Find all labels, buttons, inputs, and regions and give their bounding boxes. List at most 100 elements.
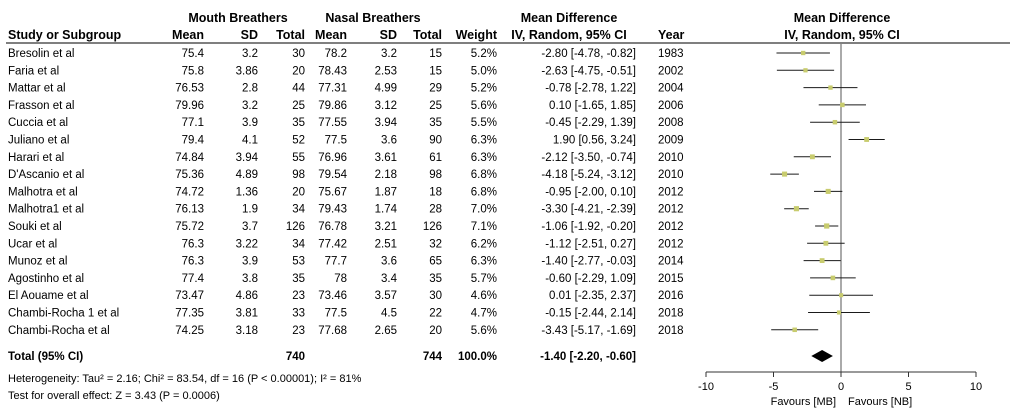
weight-cell: 4.6% xyxy=(471,290,497,302)
table-row: El Aouame et al 73.47 4.86 23 73.46 3.57 30 4.6… xyxy=(8,290,684,302)
study-name: Mattar et al xyxy=(8,83,66,95)
year-cell: 1983 xyxy=(658,48,684,60)
ci-cell: -1.12 [-2.51, 0.27] xyxy=(545,238,636,250)
mean2-cell: 79.43 xyxy=(318,204,347,216)
study-point xyxy=(828,85,833,90)
total1-cell: 33 xyxy=(292,308,305,320)
sd1-cell: 4.86 xyxy=(236,290,258,302)
sd1-cell: 3.81 xyxy=(236,308,258,320)
sd1-cell: 3.94 xyxy=(236,152,259,164)
year-cell: 2009 xyxy=(658,135,684,147)
sd2-cell: 3.2 xyxy=(381,48,397,60)
study-point xyxy=(840,102,845,108)
total1-cell: 23 xyxy=(292,325,305,337)
x-tick-label: 5 xyxy=(905,381,911,393)
ci-cell: 1.90 [0.56, 3.24] xyxy=(553,135,636,147)
ci-cell: -4.18 [-5.24, -3.12] xyxy=(541,169,636,181)
study-point xyxy=(801,50,806,56)
weight-cell: 6.3% xyxy=(471,256,497,268)
sd2-cell: 3.4 xyxy=(381,273,398,285)
header-study: Study or Subgroup xyxy=(8,28,122,42)
ci-cell: -0.45 [-2.29, 1.39] xyxy=(545,117,636,129)
sd2-cell: 3.94 xyxy=(375,117,398,129)
mean2-cell: 77.55 xyxy=(318,117,347,129)
table-row: Chambi-Rocha 1 et al 77.35 3.81 33 77.5 4.5 22… xyxy=(8,308,684,320)
sd1-cell: 1.9 xyxy=(242,204,258,216)
year-cell: 2012 xyxy=(658,186,684,198)
weight-cell: 5.5% xyxy=(471,117,497,129)
study-point xyxy=(864,137,870,142)
weight-cell: 7.0% xyxy=(471,204,497,216)
study-point xyxy=(832,119,838,125)
study-rows: Bresolin et al 75.4 3.2 30 78.2 3.2 15 5.2% -2.8… xyxy=(8,48,684,337)
study-name: Chambi-Rocha et al xyxy=(8,325,110,337)
study-name: Juliano et al xyxy=(8,135,69,147)
sd2-cell: 3.6 xyxy=(381,256,397,268)
total2-cell: 30 xyxy=(429,290,442,302)
x-tick-label: -5 xyxy=(769,381,779,393)
total-ci: -1.40 [-2.20, -0.60] xyxy=(540,351,636,363)
total2-cell: 15 xyxy=(429,48,442,60)
total2-cell: 126 xyxy=(423,221,442,233)
header-mouth-breathers: Mouth Breathers xyxy=(188,11,287,25)
table-row: Agostinho et al 77.4 3.8 35 78 3.4 35 5.7% -0.60… xyxy=(8,273,684,285)
x-tick-label: -10 xyxy=(698,381,714,393)
study-name: Faria et al xyxy=(8,65,59,77)
sd1-cell: 3.2 xyxy=(242,100,258,112)
mean1-cell: 77.1 xyxy=(182,117,204,129)
study-point xyxy=(824,223,830,229)
study-name: Munoz et al xyxy=(8,256,67,268)
header-method-plot: IV, Random, 95% CI xyxy=(784,28,900,42)
weight-cell: 6.2% xyxy=(471,238,497,250)
sd2-cell: 1.87 xyxy=(375,186,397,198)
mean2-cell: 77.5 xyxy=(325,135,347,147)
total2-cell: 35 xyxy=(429,117,442,129)
study-name: Agostinho et al xyxy=(8,273,84,285)
ci-cell: 0.10 [-1.65, 1.85] xyxy=(549,100,636,112)
mean2-cell: 79.86 xyxy=(318,100,347,112)
mean1-cell: 76.13 xyxy=(175,204,204,216)
year-cell: 2006 xyxy=(658,100,684,112)
year-cell: 2015 xyxy=(658,273,684,285)
header-year: Year xyxy=(658,28,685,42)
year-cell: 2014 xyxy=(658,256,684,268)
total2-cell: 90 xyxy=(429,135,442,147)
total1-cell: 20 xyxy=(292,186,305,198)
year-cell: 2008 xyxy=(658,117,684,129)
year-cell: 2016 xyxy=(658,290,684,302)
sd2-cell: 2.53 xyxy=(375,65,397,77)
table-row: Munoz et al 76.3 3.9 53 77.7 3.6 65 6.3% -1.40 [… xyxy=(8,256,684,268)
sd2-cell: 3.57 xyxy=(375,290,397,302)
study-point xyxy=(839,293,844,298)
total1-cell: 35 xyxy=(292,273,305,285)
ci-cell: -2.80 [-4.78, -0.82] xyxy=(541,48,636,60)
total1-cell: 34 xyxy=(292,204,305,216)
ci-cell: 0.01 [-2.35, 2.37] xyxy=(549,290,636,302)
ci-cell: -3.30 [-4.21, -2.39] xyxy=(541,204,636,216)
mean1-cell: 76.3 xyxy=(182,256,204,268)
header-sd1: SD xyxy=(241,28,258,42)
total1-cell: 52 xyxy=(292,135,305,147)
weight-cell: 6.8% xyxy=(471,169,497,181)
sd2-cell: 3.12 xyxy=(375,100,397,112)
sd1-cell: 4.1 xyxy=(242,135,258,147)
total1-cell: 23 xyxy=(292,290,305,302)
header-mean2: Mean xyxy=(315,28,347,42)
weight-cell: 6.8% xyxy=(471,186,497,198)
sd1-cell: 3.9 xyxy=(242,117,258,129)
study-name: Souki et al xyxy=(8,221,62,233)
study-marks xyxy=(770,50,885,333)
study-point xyxy=(793,206,800,212)
sd2-cell: 4.99 xyxy=(375,83,397,95)
study-name: Malhotra et al xyxy=(8,186,78,198)
total2-cell: 32 xyxy=(429,238,442,250)
total2-cell: 18 xyxy=(429,186,442,198)
total2-cell: 15 xyxy=(429,65,442,77)
weight-cell: 5.6% xyxy=(471,100,497,112)
mean2-cell: 77.5 xyxy=(325,308,347,320)
mean1-cell: 79.96 xyxy=(175,100,204,112)
total1-cell: 44 xyxy=(292,83,305,95)
header-sd2: SD xyxy=(380,28,397,42)
sd2-cell: 3.6 xyxy=(381,135,397,147)
weight-cell: 5.2% xyxy=(471,48,497,60)
